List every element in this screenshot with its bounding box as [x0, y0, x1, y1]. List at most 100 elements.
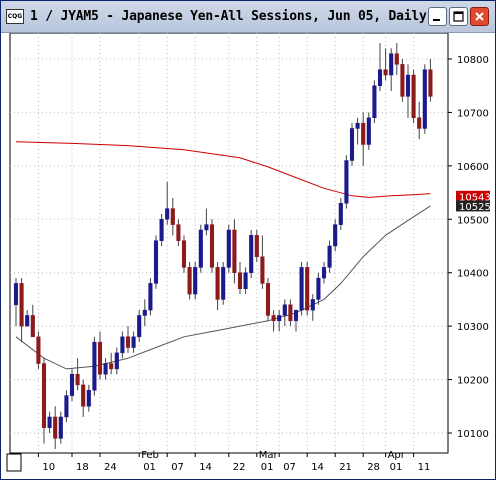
minimize-icon: [433, 19, 440, 21]
x-tick-label: 14: [311, 462, 324, 473]
price-chart[interactable]: 10100 10200 10300 10400 10500 10600 10700 10800…: [1, 32, 495, 479]
maximize-icon: [453, 11, 464, 22]
candle-body: [305, 267, 310, 311]
x-tick-label: 10: [42, 462, 55, 473]
candle-body: [265, 283, 271, 316]
candle-body: [428, 69, 433, 97]
candle-body: [254, 235, 259, 257]
candle-body: [165, 208, 170, 220]
y-tick-label: 10700: [457, 108, 489, 119]
candle: [221, 262, 226, 305]
candle-body: [19, 283, 24, 327]
candle: [366, 112, 371, 150]
y-tick-label: 10400: [457, 269, 489, 280]
x-tick-label: 07: [283, 462, 296, 473]
y-tick-label: 10200: [457, 376, 489, 387]
candle: [333, 219, 338, 252]
candle-body: [137, 315, 142, 338]
candle-body: [41, 363, 47, 428]
candle-body: [176, 224, 181, 241]
candle-body: [159, 219, 164, 241]
candle-body: [361, 122, 366, 145]
candle-body: [120, 336, 125, 354]
candle-body: [383, 69, 388, 76]
candle: [226, 224, 231, 273]
candle: [187, 262, 192, 300]
candle: [344, 155, 349, 209]
x-tick-label: 22: [233, 462, 246, 473]
x-tick-label: 07: [171, 462, 184, 473]
candle: [282, 299, 287, 327]
x-tick-label: 01: [143, 462, 156, 473]
price-tag: 10525: [456, 200, 491, 213]
x-tick-label: 18: [76, 462, 89, 473]
candle-body: [30, 315, 35, 338]
candle-body: [221, 267, 226, 300]
candles: [13, 42, 433, 450]
candle-body: [293, 309, 299, 322]
price-tag-label: 10525: [459, 202, 491, 213]
x-tick-label: 11: [418, 462, 431, 473]
candle-body: [288, 304, 293, 322]
candle-body: [114, 352, 119, 370]
candle-body: [394, 53, 399, 65]
candle: [97, 331, 103, 380]
candle: [349, 123, 355, 166]
candle-body: [422, 69, 427, 129]
candle-body: [198, 229, 203, 268]
candle: [383, 48, 388, 81]
candle: [417, 101, 422, 140]
chart-corner-box[interactable]: [6, 453, 22, 472]
candle: [25, 310, 30, 327]
candle-body: [109, 363, 114, 370]
candle: [400, 59, 405, 102]
month-label: Mar: [259, 450, 279, 461]
candle-body: [366, 117, 371, 145]
candle-body: [103, 363, 108, 375]
candle: [209, 219, 215, 273]
candle: [271, 310, 276, 332]
window-title: 1 / JYAM5 - Japanese Yen-All Sessions, J…: [30, 9, 427, 24]
candle-body: [400, 64, 405, 97]
price-tag: 10543: [456, 190, 491, 203]
y-tick-label: 10300: [457, 322, 489, 333]
candle: [265, 278, 271, 321]
candle: [405, 64, 411, 118]
candle-body: [226, 229, 231, 268]
candle-body: [260, 256, 265, 284]
candle: [422, 64, 427, 134]
candle: [237, 262, 243, 295]
candle: [428, 59, 433, 102]
candle-body: [142, 309, 147, 316]
cqg-app-icon[interactable]: CQG: [6, 9, 24, 24]
close-button[interactable]: [470, 7, 489, 26]
y-tick-label: 10100: [457, 429, 489, 440]
y-axis: 10100 10200 10300 10400 10500 10600 10700 10800: [448, 55, 489, 440]
candle-body: [249, 235, 254, 273]
candle-body: [338, 203, 343, 225]
candle: [288, 299, 293, 327]
close-icon: [475, 12, 484, 21]
month-label: Apr: [388, 450, 406, 461]
candle-body: [377, 69, 383, 86]
candle: [69, 368, 75, 401]
chart-area[interactable]: 10100 10200 10300 10400 10500 10600 10700 10800…: [1, 32, 495, 479]
candle: [305, 262, 310, 316]
candle-body: [64, 395, 69, 418]
candle: [64, 390, 69, 423]
minimize-button[interactable]: [428, 7, 447, 26]
candle: [103, 358, 108, 380]
candle: [13, 278, 19, 327]
candle-body: [411, 74, 416, 119]
candle-body: [333, 224, 338, 247]
candle: [41, 358, 47, 444]
price-tag-box: [456, 190, 490, 202]
maximize-button[interactable]: [449, 7, 468, 26]
candle: [321, 262, 327, 284]
title-bar[interactable]: CQG 1 / JYAM5 - Japanese Yen-All Session…: [1, 1, 495, 33]
candle-body: [92, 341, 97, 391]
candle: [176, 219, 181, 246]
month-label: Feb: [141, 450, 159, 461]
candle: [75, 358, 80, 391]
candle-body: [97, 341, 103, 375]
